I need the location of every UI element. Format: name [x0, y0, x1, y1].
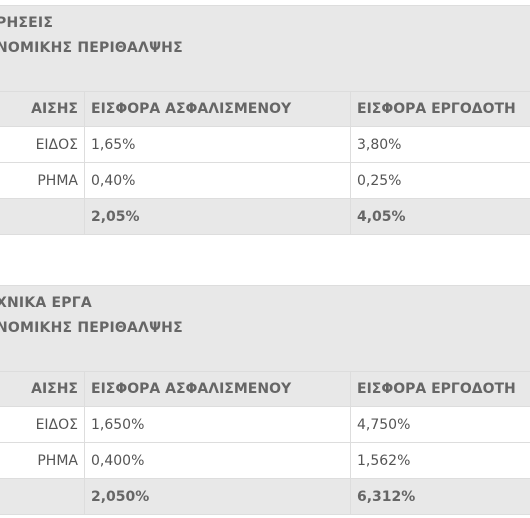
table-row: ΕΙΔΟΣ 1,65% 3,80% [0, 127, 530, 163]
insured-contribution: 1,650% [84, 407, 350, 442]
row-label: ΡΗΜΑ [37, 452, 78, 469]
table-1-total-row: 2,05% 4,05% [0, 199, 530, 235]
table-1-header: ΡΗΣΕΙΣ ΝΟΜΙΚΗΣ ΠΕΡΙΘΑΛΨΗΣ [0, 5, 530, 92]
row-label: ΕΙΔΟΣ [35, 136, 78, 153]
table-2-header: ΧΝΙΚΑ ΕΡΓΑ ΝΟΜΙΚΗΣ ΠΕΡΙΘΑΛΨΗΣ [0, 285, 530, 372]
table-2-col-header-1: ΑΙΣΗΣ [31, 381, 78, 397]
table-1-title-line1: ΡΗΣΕΙΣ [0, 15, 54, 31]
insured-contribution: 0,40% [84, 163, 350, 198]
table-2-column-headers: ΑΙΣΗΣ ΕΙΣΦΟΡΑ ΑΣΦΑΛΙΣΜΕΝΟΥ ΕΙΣΦΟΡΑ ΕΡΓΟΔ… [0, 371, 530, 407]
table-2-title-line1: ΧΝΙΚΑ ΕΡΓΑ [0, 295, 92, 311]
insured-contribution: 1,65% [84, 127, 350, 162]
total-insured: 2,050% [84, 479, 350, 514]
total-insured: 2,05% [84, 199, 350, 234]
total-employer: 4,05% [350, 199, 530, 234]
employer-contribution: 3,80% [350, 127, 530, 162]
table-2-title-line2: ΝΟΜΙΚΗΣ ΠΕΡΙΘΑΛΨΗΣ [0, 320, 183, 336]
table-1-title-line2: ΝΟΜΙΚΗΣ ΠΕΡΙΘΑΛΨΗΣ [0, 40, 183, 56]
table-1-col-header-1: ΑΙΣΗΣ [31, 101, 78, 117]
table-row: ΕΙΔΟΣ 1,650% 4,750% [0, 407, 530, 443]
table-1-column-headers: ΑΙΣΗΣ ΕΙΣΦΟΡΑ ΑΣΦΑΛΙΣΜΕΝΟΥ ΕΙΣΦΟΡΑ ΕΡΓΟΔ… [0, 91, 530, 127]
total-label [0, 199, 84, 234]
table-2-total-row: 2,050% 6,312% [0, 479, 530, 515]
employer-contribution: 0,25% [350, 163, 530, 198]
table-1-col-header-2: ΕΙΣΦΟΡΑ ΑΣΦΑΛΙΣΜΕΝΟΥ [84, 92, 350, 126]
total-employer: 6,312% [350, 479, 530, 514]
table-2-col-header-2: ΕΙΣΦΟΡΑ ΑΣΦΑΛΙΣΜΕΝΟΥ [84, 372, 350, 406]
employer-contribution: 1,562% [350, 443, 530, 478]
table-row: ΡΗΜΑ 0,400% 1,562% [0, 443, 530, 479]
total-label [0, 479, 84, 514]
row-label: ΕΙΔΟΣ [35, 416, 78, 433]
insured-contribution: 0,400% [84, 443, 350, 478]
table-row: ΡΗΜΑ 0,40% 0,25% [0, 163, 530, 199]
table-1-col-header-3: ΕΙΣΦΟΡΑ ΕΡΓΟΔΟΤΗ [350, 92, 530, 126]
employer-contribution: 4,750% [350, 407, 530, 442]
table-2-col-header-3: ΕΙΣΦΟΡΑ ΕΡΓΟΔΟΤΗ [350, 372, 530, 406]
row-label: ΡΗΜΑ [37, 172, 78, 189]
